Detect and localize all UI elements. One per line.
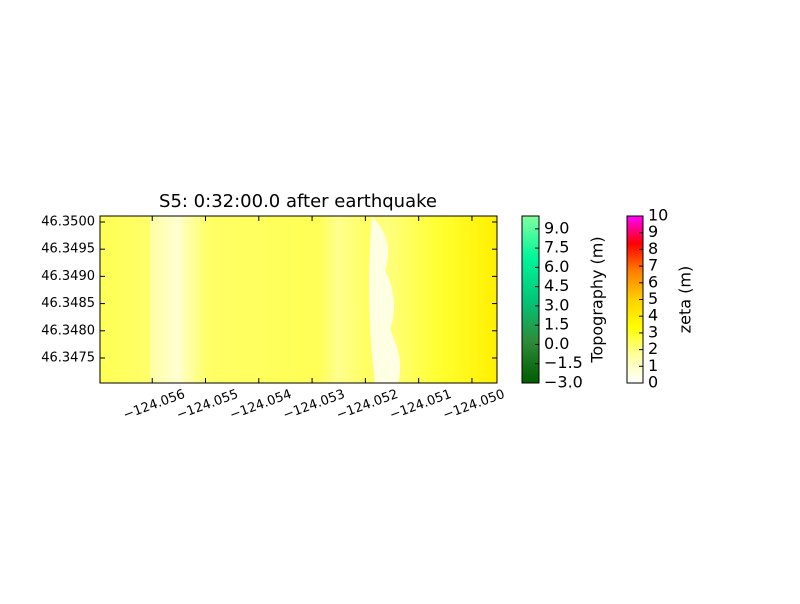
colorbar-tick-label: 7.5 bbox=[544, 238, 569, 257]
colorbar-tick-label: 8 bbox=[648, 239, 658, 258]
y-tick-label: 46.3500 bbox=[41, 214, 95, 229]
colorbar-tick-label: −3.0 bbox=[544, 373, 583, 392]
colorbar-label: Topography (m) bbox=[588, 236, 607, 363]
colorbar-tick-label: 4 bbox=[648, 306, 658, 325]
colorbar bbox=[521, 215, 540, 384]
chart-title: S5: 0:32:00.0 after earthquake bbox=[159, 191, 437, 212]
colorbar-tick-label: 6.0 bbox=[544, 257, 569, 276]
colorbar-tick-label: 3.0 bbox=[544, 295, 569, 314]
colorbar-tick-label: 5 bbox=[648, 289, 658, 308]
y-tick-label: 46.3485 bbox=[41, 296, 95, 311]
plot-frame bbox=[99, 215, 498, 384]
colorbar-tick-label: 1 bbox=[648, 356, 658, 375]
y-tick-label: 46.3495 bbox=[41, 242, 95, 257]
colorbar-label: zeta (m) bbox=[676, 266, 695, 333]
colorbar-tick-label: 0 bbox=[648, 373, 658, 392]
colorbar-tick-label: 7 bbox=[648, 256, 658, 275]
y-tick-label: 46.3480 bbox=[41, 323, 95, 338]
field bbox=[100, 216, 497, 383]
heatmap-image bbox=[369, 216, 401, 383]
colorbar-tick-label: 1.5 bbox=[544, 315, 569, 334]
colorbar-tick-label: 9.0 bbox=[544, 218, 569, 237]
colorbar-tick-label: 6 bbox=[648, 272, 658, 291]
colorbar-tick-label: 4.5 bbox=[544, 276, 569, 295]
heatmap-image bbox=[150, 216, 180, 383]
colorbar-tick-label: 10 bbox=[648, 206, 668, 225]
x-tick-label: −124.050 bbox=[441, 387, 507, 423]
colorbar-tick-label: 9 bbox=[648, 222, 658, 241]
colorbar-tick-label: 2 bbox=[648, 339, 658, 358]
y-tick-label: 46.3475 bbox=[41, 350, 95, 365]
y-tick-label: 46.3490 bbox=[41, 269, 95, 284]
colorbar-tick-label: −1.5 bbox=[544, 353, 583, 372]
colorbar-tick-label: 3 bbox=[648, 322, 658, 341]
colorbar-tick-label: 0.0 bbox=[544, 334, 569, 353]
